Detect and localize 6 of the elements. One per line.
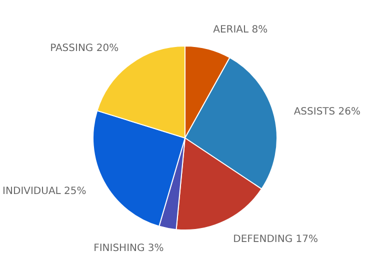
slice-label: DEFENDING 17% (233, 234, 318, 246)
slice-label: INDIVIDUAL 25% (2, 186, 86, 197)
slice-label: AERIAL 8% (213, 24, 268, 36)
slice-label: ASSISTS 26% (294, 106, 361, 118)
slice-label: PASSING 20% (50, 42, 119, 54)
slice-label: FINISHING 3% (94, 242, 164, 254)
